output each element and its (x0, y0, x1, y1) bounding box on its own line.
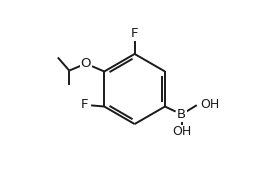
Text: O: O (81, 57, 91, 70)
Text: F: F (131, 27, 138, 40)
Text: F: F (80, 98, 88, 111)
Text: OH: OH (172, 125, 191, 138)
Text: B: B (177, 108, 186, 121)
Text: OH: OH (200, 98, 219, 111)
